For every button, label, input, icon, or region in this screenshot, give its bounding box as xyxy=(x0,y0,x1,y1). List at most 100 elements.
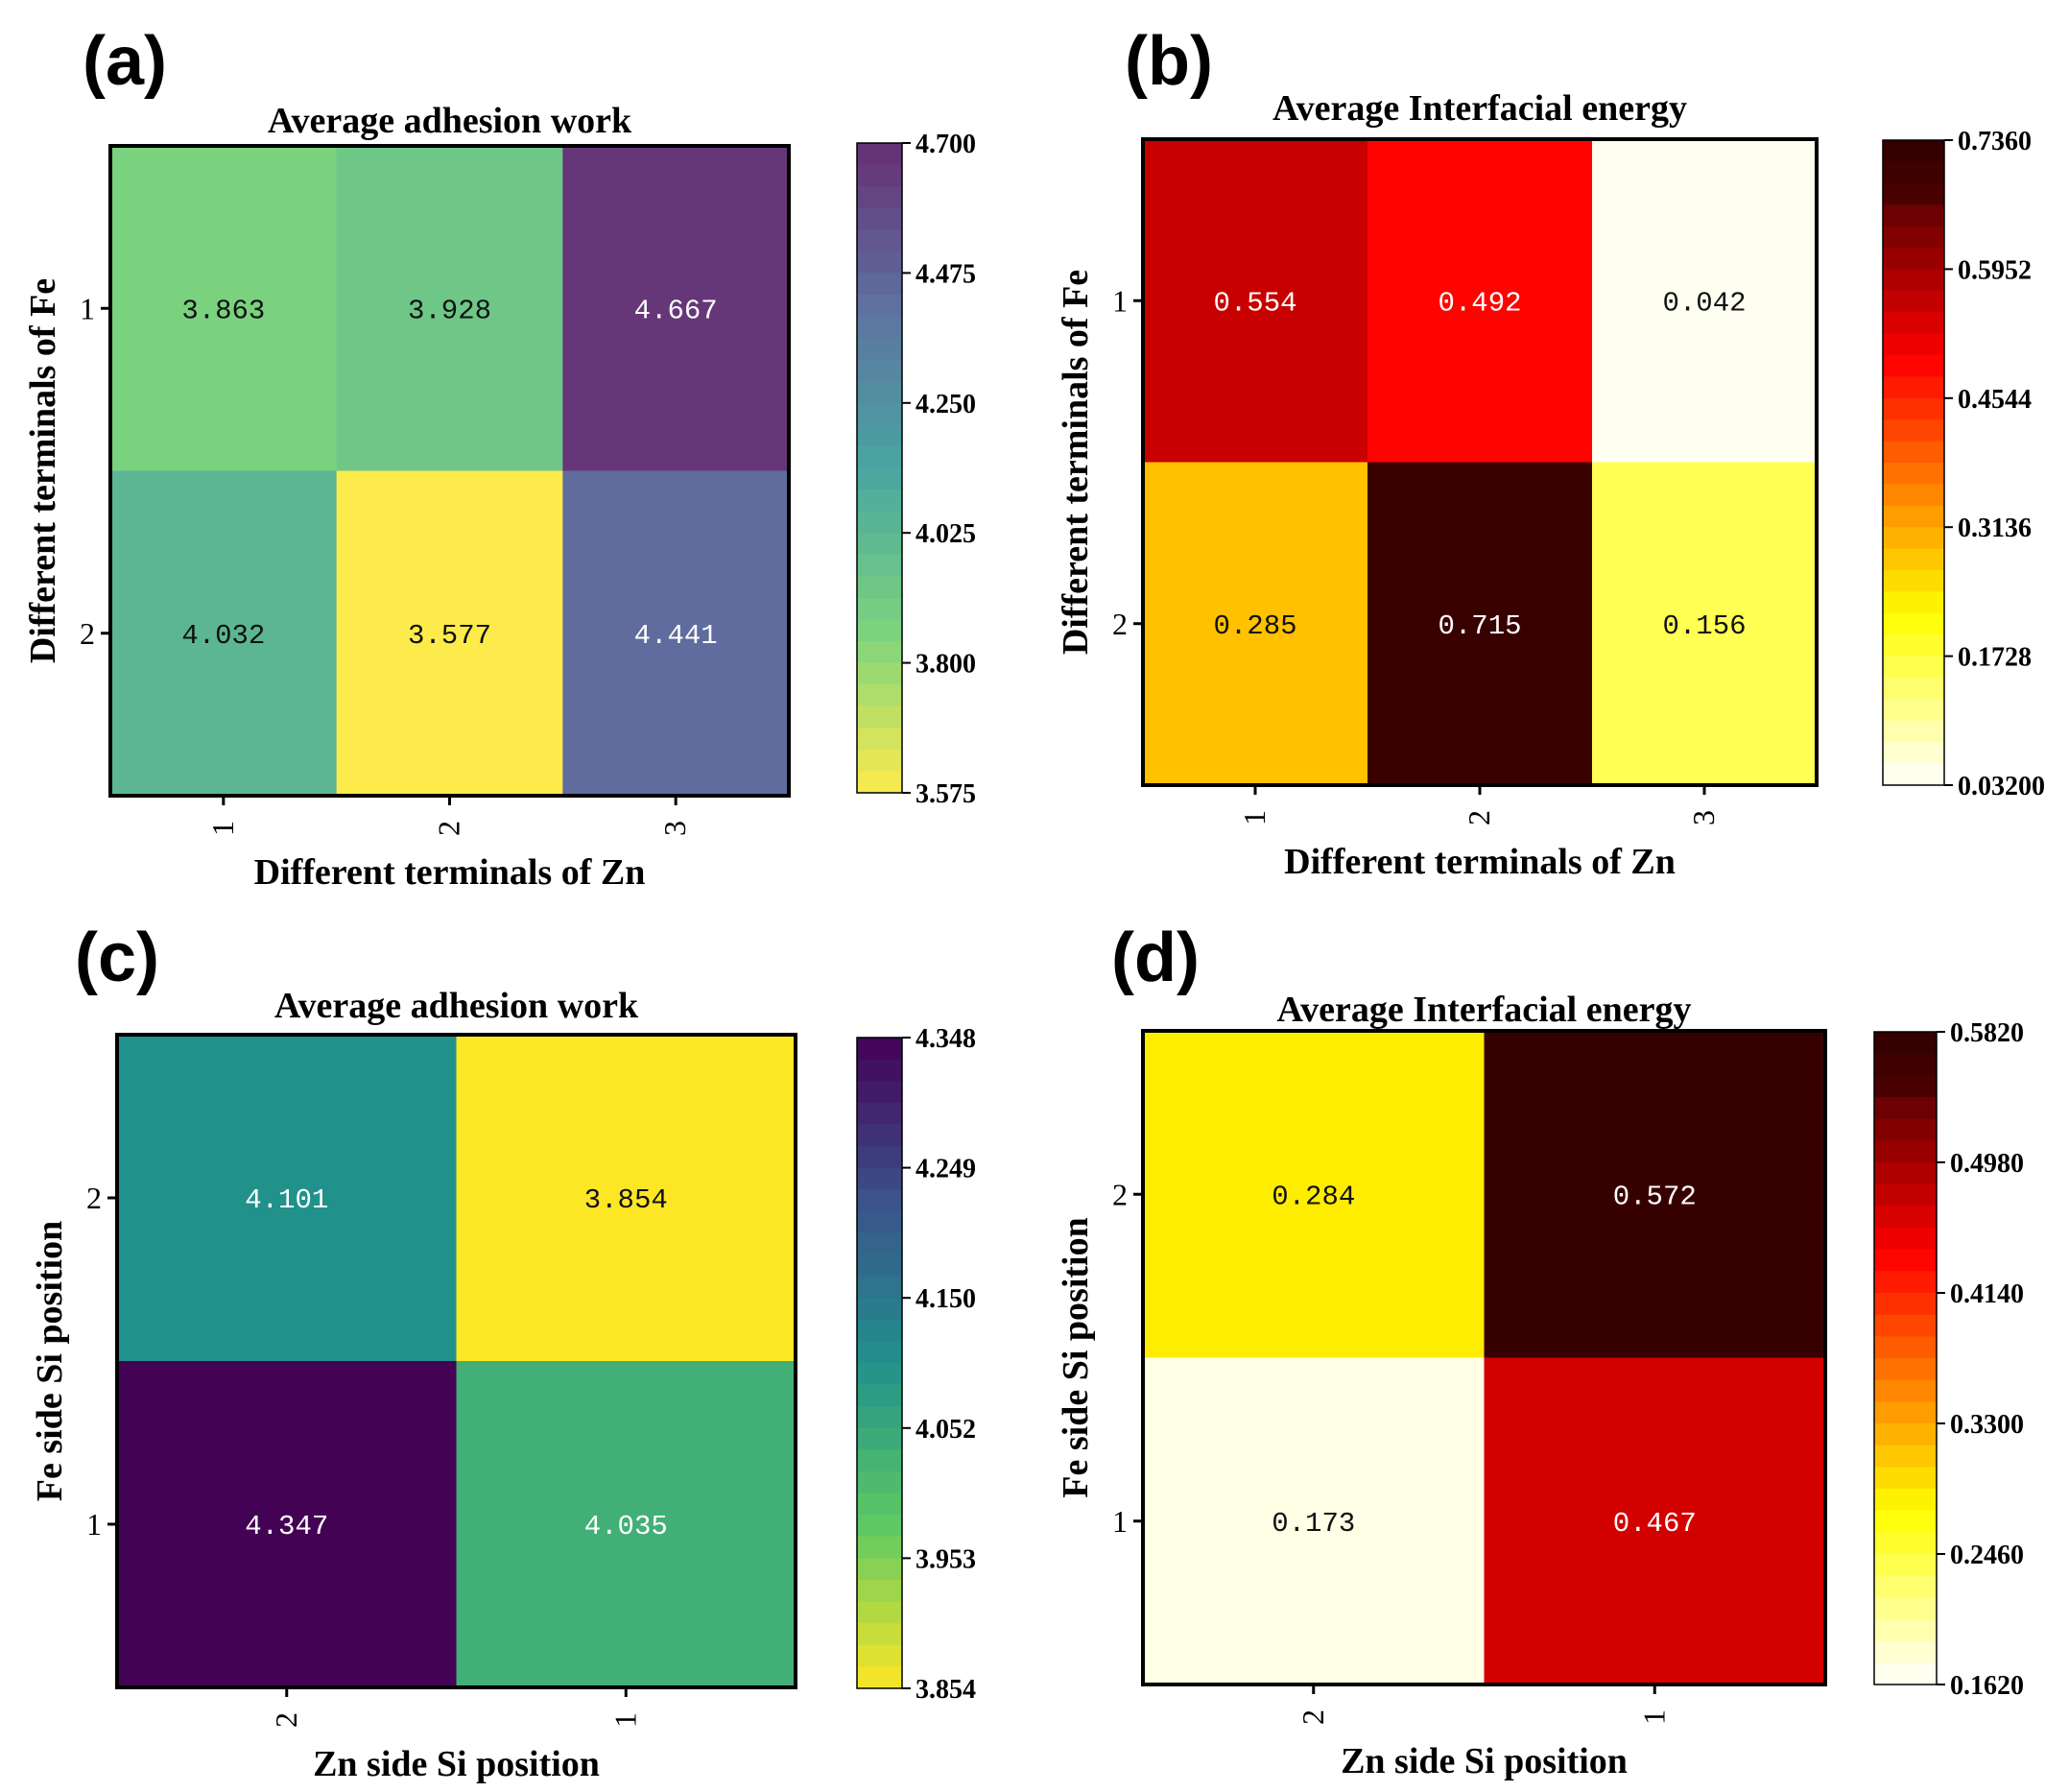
heatmap-panel-a: (a) Average adhesion work 3.863 3.928 4.667 4… xyxy=(23,23,976,893)
colorbar-frame xyxy=(856,142,903,794)
colorbar-segment xyxy=(1883,355,1944,377)
colorbar-segment xyxy=(1883,612,1944,635)
panel-label: (a) xyxy=(83,23,167,100)
colorbar-segment xyxy=(857,533,902,556)
colorbar-tick-label: 3.575 xyxy=(916,779,976,809)
colorbar-segment xyxy=(1883,678,1944,700)
x-tick-label: 1 xyxy=(205,821,240,836)
colorbar-segment xyxy=(857,511,902,534)
colorbar-segment xyxy=(1883,527,1944,550)
x-tick-label: 2 xyxy=(1296,1709,1330,1725)
colorbar-segment xyxy=(857,1580,902,1603)
colorbar-segment xyxy=(1883,333,1944,356)
colorbar-segment xyxy=(857,1515,902,1538)
colorbar-segment xyxy=(857,1493,902,1516)
heatmap-panel-b: (b) Average Interfacial energy 0.554 0.492 0… xyxy=(1056,23,2045,882)
cell-value-label: 3.577 xyxy=(408,620,491,652)
heatmap-cell xyxy=(1592,139,1818,463)
heatmap-cell xyxy=(110,470,338,797)
y-tick-label: 2 xyxy=(1112,607,1128,641)
colorbar-segment xyxy=(857,445,902,469)
heatmap-cell xyxy=(562,470,790,797)
colorbar-tick-label: 0.7360 xyxy=(1958,127,2032,156)
y-tick-label: 2 xyxy=(80,616,95,651)
cell-value-label: 0.572 xyxy=(1613,1181,1697,1212)
colorbar-segment xyxy=(1883,699,1944,722)
colorbar-segment xyxy=(857,359,902,382)
colorbar-segment xyxy=(1874,1379,1937,1402)
colorbar-segment xyxy=(857,684,902,707)
colorbar-segment xyxy=(1883,441,1944,464)
colorbar-segment xyxy=(857,1059,902,1082)
colorbar-segment xyxy=(1883,548,1944,571)
heatmap-cell xyxy=(1484,1357,1826,1685)
x-axis-label: Different terminals of Zn xyxy=(1284,842,1676,882)
colorbar-segment xyxy=(857,1189,902,1212)
x-tick-label: 2 xyxy=(269,1712,303,1728)
colorbar-segment xyxy=(857,424,902,447)
colorbar-segment xyxy=(857,143,902,166)
y-tick-label: 2 xyxy=(1112,1177,1128,1211)
colorbar-tick-label: 0.4544 xyxy=(1958,385,2032,415)
colorbar-segment xyxy=(857,490,902,513)
x-axis-label: Different terminals of Zn xyxy=(254,852,646,893)
heatmap-cell xyxy=(1143,462,1368,786)
colorbar-segment xyxy=(857,1124,902,1147)
colorbar-segment xyxy=(1883,591,1944,614)
y-axis-label: Different terminals of Fe xyxy=(1056,270,1096,655)
heatmap-cell xyxy=(456,1361,797,1688)
panel-label: (d) xyxy=(1111,920,1200,996)
colorbar-segment xyxy=(1883,570,1944,592)
colorbar-segment xyxy=(1883,634,1944,657)
colorbar-tick-label: 4.700 xyxy=(916,130,976,159)
colorbar-segment xyxy=(1874,1228,1937,1251)
colorbar-segment xyxy=(1874,1510,1937,1533)
colorbar-segment xyxy=(1883,505,1944,528)
heatmap-cell xyxy=(456,1035,797,1362)
chart-title: Average Interfacial energy xyxy=(1277,990,1692,1030)
x-tick-label: 1 xyxy=(607,1712,642,1728)
colorbar-segment xyxy=(1874,1162,1937,1185)
colorbar-segment xyxy=(857,771,902,794)
plot-frame xyxy=(115,1033,797,1689)
colorbar-segment xyxy=(1883,656,1944,679)
heatmap-cell xyxy=(1143,1357,1485,1685)
colorbar-segment xyxy=(1883,269,1944,292)
cell-value-label: 0.715 xyxy=(1438,610,1521,642)
cell-value-label: 3.854 xyxy=(584,1184,668,1216)
colorbar-segment xyxy=(1874,1206,1937,1229)
colorbar-segment xyxy=(1874,1140,1937,1163)
colorbar-tick-label: 4.052 xyxy=(916,1415,976,1445)
chart-title: Average adhesion work xyxy=(268,101,632,141)
colorbar-segment xyxy=(1874,1662,1937,1685)
colorbar-segment xyxy=(857,1427,902,1450)
colorbar-segment xyxy=(857,207,902,230)
colorbar-segment xyxy=(1874,1183,1937,1207)
colorbar-segment xyxy=(857,1406,902,1429)
colorbar-tick-label: 0.4980 xyxy=(1950,1149,2024,1179)
colorbar-segment xyxy=(1883,463,1944,485)
colorbar-segment xyxy=(1883,204,1944,227)
heatmap-cell xyxy=(1143,1031,1485,1358)
colorbar-segment xyxy=(857,641,902,664)
heatmap-panel-c: (c) Average adhesion work 4.101 3.854 4.347 4… xyxy=(30,920,976,1784)
y-tick-label: 1 xyxy=(86,1507,102,1541)
colorbar-segment xyxy=(1883,182,1944,205)
colorbar-segment xyxy=(857,467,902,490)
colorbar-segment xyxy=(857,1210,902,1233)
colorbar-segment xyxy=(857,1254,902,1278)
cell-value-label: 0.173 xyxy=(1272,1508,1355,1540)
colorbar-segment xyxy=(857,749,902,773)
colorbar-segment xyxy=(857,662,902,685)
colorbar-frame xyxy=(856,1037,903,1689)
heatmap-cell xyxy=(562,146,790,471)
colorbar-segment xyxy=(857,1167,902,1190)
colorbar-segment xyxy=(857,251,902,274)
colorbar-segment xyxy=(857,186,902,209)
colorbar-segment xyxy=(1874,1597,1937,1620)
heatmap-cell xyxy=(1592,462,1818,786)
colorbar-tick-label: 0.1620 xyxy=(1950,1671,2024,1701)
colorbar-tick-label: 4.249 xyxy=(916,1155,976,1184)
colorbar-tick-label: 3.854 xyxy=(916,1675,976,1705)
heatmap-cell xyxy=(1367,139,1593,463)
